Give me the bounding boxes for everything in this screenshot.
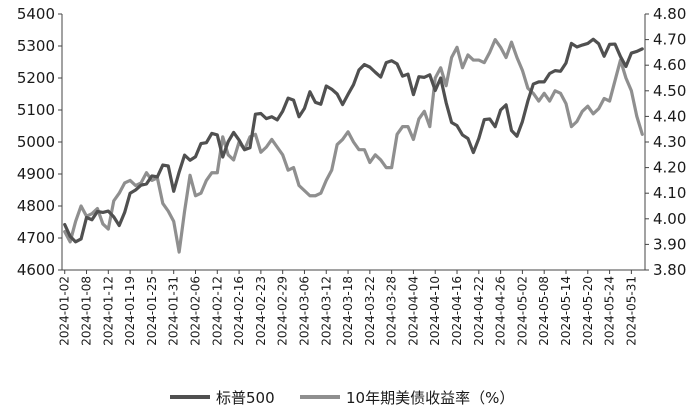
legend-swatch-us10y [300,395,340,399]
right-y-tick-label: 4.50 [653,82,686,100]
x-tick-label: 2024-02-16 [232,276,246,346]
left-y-tick-label: 5400 [17,5,55,23]
right-y-axis-ticks: 3.80 3.90 4.00 4.10 4.20 4.30 4.40 4.50 4.60 4.70… [645,5,686,279]
left-y-tick-label: 4700 [17,229,55,247]
x-tick-label: 2024-02-12 [210,276,224,346]
left-y-tick-label: 5200 [17,69,55,87]
x-tick-label: 2024-04-26 [494,276,508,346]
x-axis-date-ticks: 2024-01-02 2024-01-08 2024-01-12 2024-01-19… [58,270,638,346]
legend-item-sp500: 标普500 [170,384,275,410]
right-y-tick-label: 4.10 [653,184,686,202]
x-tick-label: 2024-05-24 [603,276,617,346]
left-y-tick-label: 4800 [17,197,55,215]
x-tick-label: 2024-05-02 [515,276,529,346]
x-tick-label: 2024-04-22 [472,276,486,346]
x-tick-label: 2024-03-22 [363,276,377,346]
left-y-tick-label: 5000 [17,133,55,151]
right-y-tick-label: 4.40 [653,107,686,125]
x-tick-label: 2024-04-10 [428,276,442,346]
right-y-tick-label: 3.80 [653,261,686,279]
x-tick-label: 2024-04-04 [406,276,420,346]
x-tick-label: 2024-03-12 [319,276,333,346]
x-tick-label: 2024-01-31 [167,276,181,346]
x-tick-label: 2024-01-25 [145,276,159,346]
x-tick-label: 2024-02-06 [188,276,202,346]
left-y-tick-label: 4900 [17,165,55,183]
right-y-tick-label: 4.00 [653,210,686,228]
x-tick-label: 2024-02-23 [254,276,268,346]
right-y-tick-label: 4.80 [653,5,686,23]
x-tick-label: 2024-03-18 [341,276,355,346]
series-lines [63,37,644,254]
right-y-tick-label: 4.70 [653,31,686,49]
right-y-tick-label: 4.20 [653,159,686,177]
left-y-axis-ticks: 4600 4700 4800 4900 5000 5100 5200 5300 5400 [17,5,62,279]
right-y-tick-label: 3.90 [653,235,686,253]
x-tick-label: 2024-05-08 [537,276,551,346]
legend-swatch-sp500 [170,395,210,399]
x-tick-label: 2024-05-14 [559,276,573,346]
x-tick-label: 2024-01-12 [101,276,115,346]
x-tick-label: 2024-02-29 [276,276,290,346]
left-y-tick-label: 5300 [17,37,55,55]
us10y-yield-line [63,37,644,254]
left-y-tick-label: 4600 [17,261,55,279]
left-y-tick-label: 5100 [17,101,55,119]
legend-label-sp500: 标普500 [216,388,275,407]
sp500-line [63,37,644,244]
dual-axis-line-chart: 4600 4700 4800 4900 5000 5100 5200 5300 5400 3.8… [17,5,687,346]
x-tick-label: 2024-04-16 [450,276,464,346]
x-tick-label: 2024-01-19 [123,276,137,346]
x-tick-label: 2024-01-08 [80,276,94,346]
x-tick-label: 2024-03-06 [297,276,311,346]
right-y-tick-label: 4.60 [653,56,686,74]
right-y-tick-label: 4.30 [653,133,686,151]
legend-item-us10y: 10年期美债收益率（%） [300,384,514,410]
legend-label-us10y: 10年期美债收益率（%） [346,388,515,407]
x-tick-label: 2024-05-31 [624,276,638,346]
x-tick-label: 2024-05-20 [581,276,595,346]
x-tick-label: 2024-01-02 [58,276,72,346]
legend: 标普500 10年期美债收益率（%） [0,384,699,410]
x-tick-label: 2024-03-28 [385,276,399,346]
